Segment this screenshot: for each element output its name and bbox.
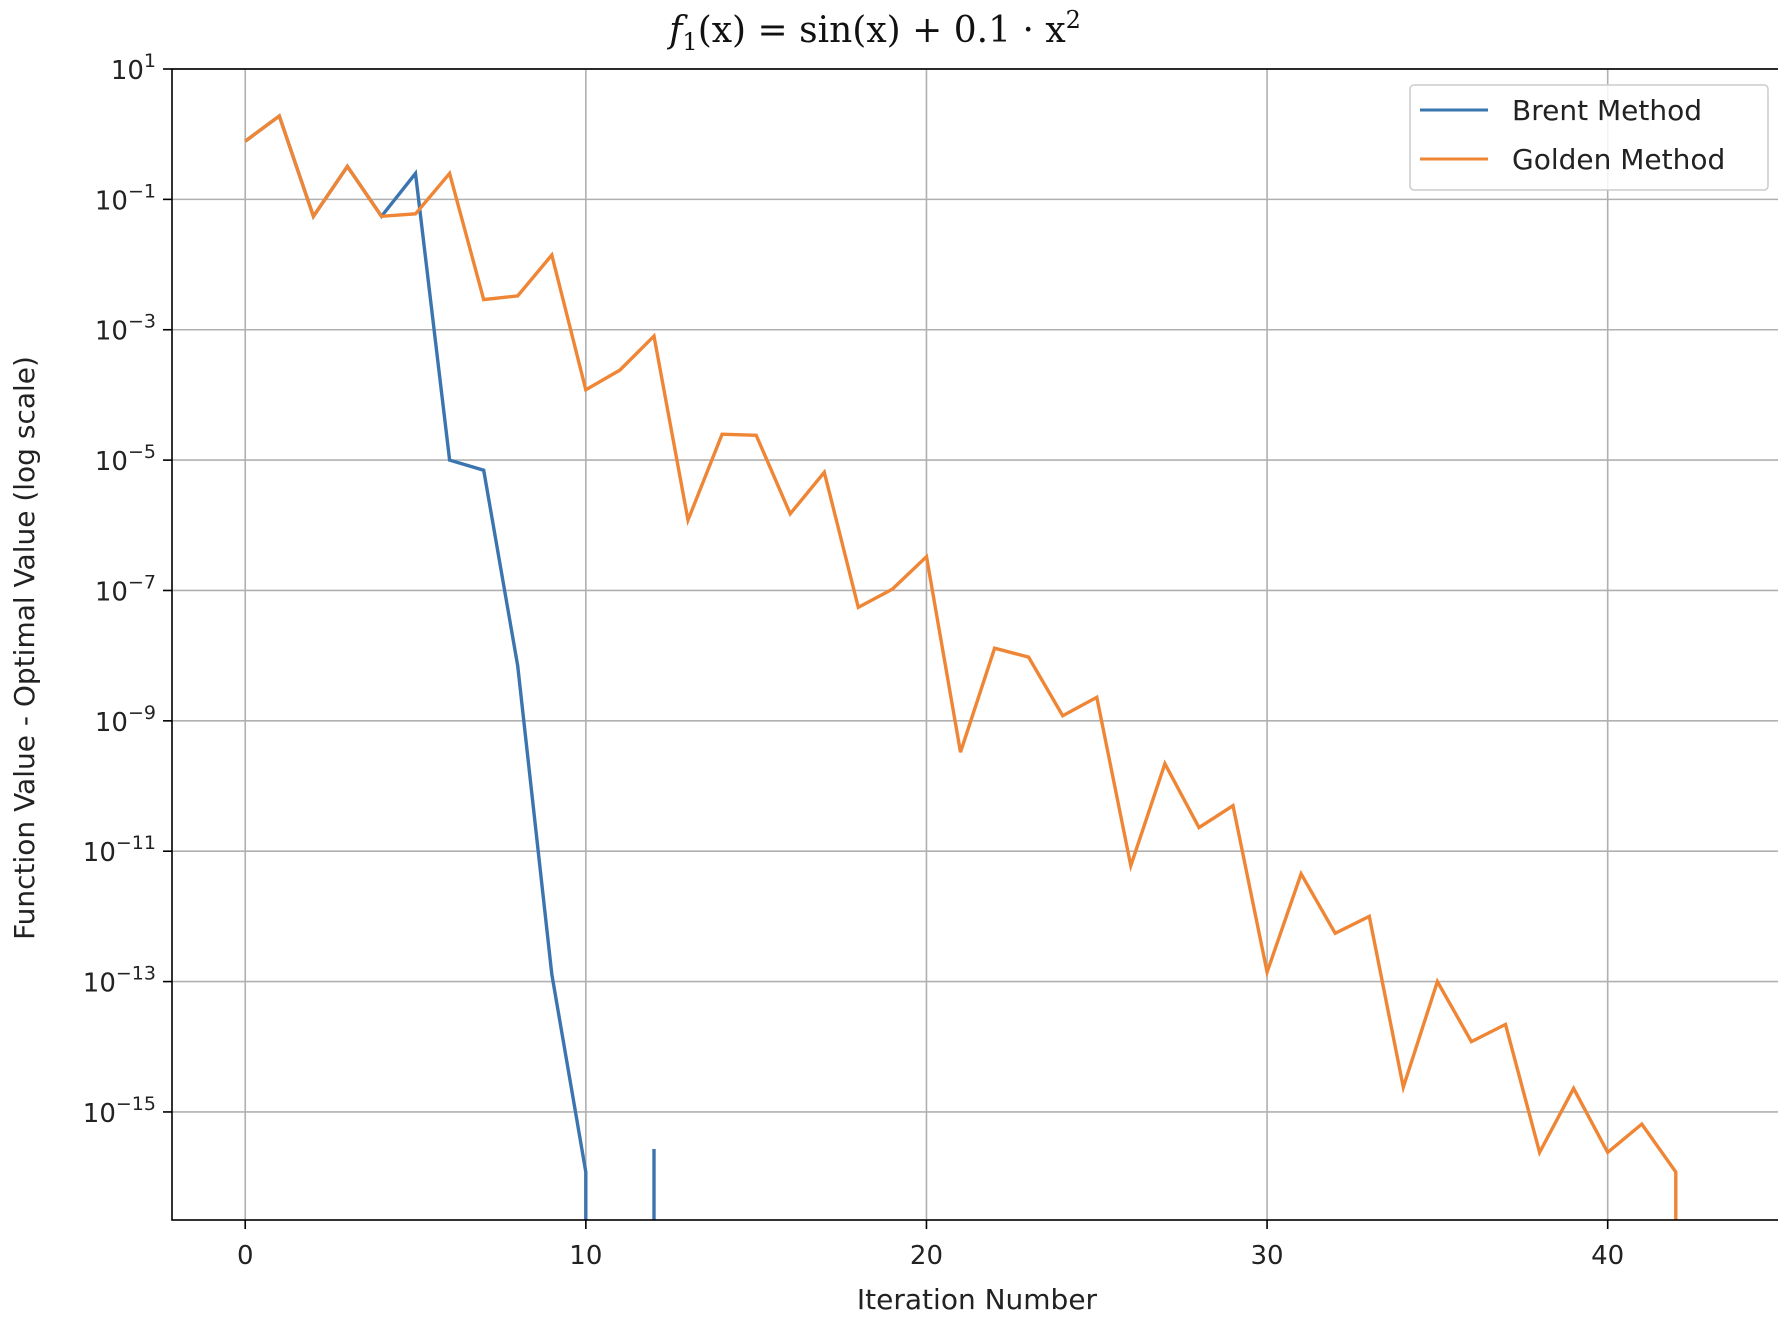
- plot-frame: [171, 68, 1778, 1221]
- legend-box: [1409, 84, 1769, 191]
- y-axis-label: Function Value - Optimal Value (log scal…: [8, 356, 41, 940]
- y-tick-label: 10−3: [95, 311, 156, 347]
- x-tick-label: 30: [1251, 1241, 1284, 1271]
- y-tick-label: 101: [111, 50, 156, 86]
- x-tick-label: 10: [569, 1241, 602, 1271]
- y-tick-label: 10−9: [95, 702, 156, 738]
- series-line-brent-method: [244, 113, 588, 1220]
- x-axis-label: Iteration Number: [857, 1283, 1098, 1316]
- y-tick-label: 10−13: [83, 963, 156, 999]
- y-tick-label: 10−11: [83, 832, 156, 868]
- x-tick-label: 20: [910, 1241, 943, 1271]
- x-tick-label: 40: [1591, 1241, 1624, 1271]
- legend: Brent Method Golden Method: [1409, 84, 1769, 191]
- series-line-golden-method: [244, 113, 1678, 1220]
- legend-golden-label: Golden Method: [1512, 143, 1725, 176]
- axis-ticks: 0 10 20 30 40 101 10−1 10−3 10−5 10−7 10−9 10−11 10−…: [83, 50, 1624, 1271]
- legend-brent-label: Brent Method: [1512, 94, 1702, 127]
- series-lines: [244, 113, 1678, 1220]
- chart-title: f1(x) = sin(x) + 0.1 · x2: [666, 6, 1081, 56]
- grid-lines: [172, 68, 1778, 1220]
- x-tick-label: 0: [237, 1241, 254, 1271]
- y-tick-label: 10−15: [83, 1093, 156, 1129]
- y-tick-label: 10−7: [95, 571, 156, 607]
- y-tick-label: 10−5: [95, 441, 156, 477]
- y-tick-label: 10−1: [95, 180, 156, 216]
